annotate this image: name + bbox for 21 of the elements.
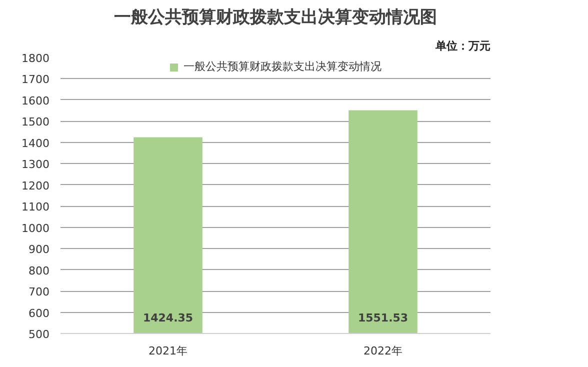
x-tick-label: 2021年 [148, 344, 188, 358]
y-tick-label: 1100 [22, 200, 50, 214]
y-tick-label: 1700 [22, 73, 50, 86]
chart-title: 一般公共预算财政拨款支出决算变动情况图 [114, 8, 437, 28]
data-label: 1551.53 [358, 312, 408, 324]
y-tick-label: 1000 [22, 222, 50, 235]
y-tick-label: 1400 [22, 136, 50, 150]
y-tick-label: 600 [28, 306, 50, 320]
y-tick-label: 500 [28, 328, 50, 341]
data-label: 1424.35 [142, 312, 194, 324]
y-tick-label: 1300 [22, 158, 50, 172]
y-tick-label: 800 [28, 264, 50, 278]
text: 单位：万元 [434, 40, 490, 52]
y-tick-label: 1600 [22, 94, 50, 108]
y-tick-label: 900 [28, 243, 50, 256]
y-tick-label: 700 [28, 286, 50, 299]
x-tick-label: 2022年 [364, 344, 403, 358]
y-tick-label: 1800 [22, 52, 50, 65]
legend-label: 一般公共预算财政拨款支出决算变动情况 [184, 59, 382, 74]
y-tick-label: 1500 [22, 116, 50, 129]
y-tick-label: 1200 [22, 179, 50, 192]
